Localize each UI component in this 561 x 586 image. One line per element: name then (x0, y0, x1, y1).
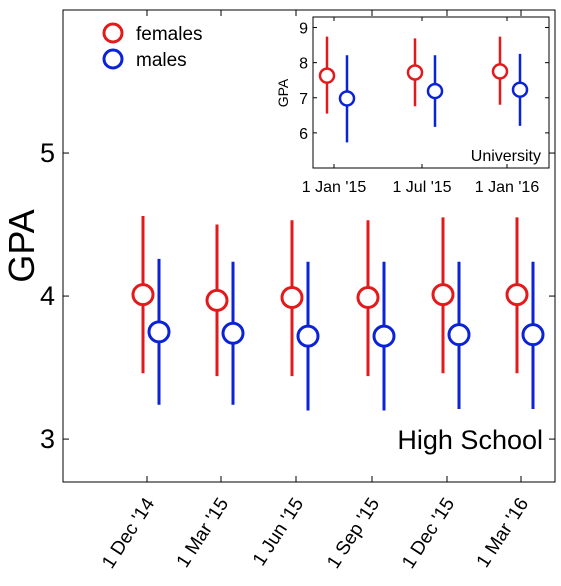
inset-x-tick-label: 1 Jan '16 (475, 179, 540, 196)
main-data-point (205, 288, 229, 312)
inset-data-point (511, 81, 529, 98)
main-data-point (431, 283, 455, 307)
main-data-point (221, 321, 245, 345)
main-y-tick-label: 3 (40, 424, 55, 454)
inset-data-point (426, 82, 444, 100)
main-data-point (280, 285, 304, 309)
main-data-point (447, 323, 471, 347)
main-x-tick-label: 1 Dec '15 (398, 494, 459, 572)
inset-data-point (491, 63, 509, 80)
main-data-point (131, 283, 155, 307)
main-y-tick-label: 5 (40, 138, 55, 168)
main-annotation: High School (397, 425, 543, 455)
legend-marker (102, 48, 124, 70)
inset-y-tick-label: 8 (299, 56, 308, 73)
inset-data-point (318, 67, 336, 84)
inset-x-tick-label: 1 Jan '15 (302, 179, 367, 196)
inset-panel: GPA University 6 7 8 9 1 Jan '15 1 Jul '15 1 … (275, 16, 550, 196)
inset-x-tick-label: 1 Jul '15 (392, 179, 451, 196)
main-x-tick-label: 1 Jun '15 (249, 494, 308, 570)
main-data-point (356, 285, 380, 309)
inset-y-axis-label: GPA (275, 78, 291, 107)
legend-marker (102, 22, 124, 44)
legend-label: males (136, 50, 187, 71)
main-data-point (521, 323, 545, 347)
legend: females males (102, 22, 203, 71)
inset-y-tick-label: 9 (299, 21, 308, 38)
main-data-point (372, 324, 396, 348)
main-data-point (147, 320, 171, 344)
main-y-axis-label: GPA (1, 209, 42, 282)
main-data-point (296, 324, 320, 348)
main-x-tick-label: 1 Sep '15 (323, 494, 384, 572)
main-y-tick-label: 4 (40, 281, 55, 311)
main-x-tick-label: 1 Mar '16 (473, 494, 533, 571)
main-x-tick-label: 1 Mar '15 (173, 494, 233, 571)
inset-annotation: University (471, 148, 541, 165)
inset-y-tick-label: 6 (299, 126, 308, 143)
legend-label: females (136, 24, 203, 45)
main-plot-frame (62, 9, 556, 483)
inset-data-point (406, 64, 424, 81)
main-data-point (505, 283, 529, 307)
inset-data-point (338, 90, 356, 107)
main-x-tick-label: 1 Dec '14 (98, 494, 159, 573)
inset-y-tick-label: 7 (299, 91, 308, 108)
